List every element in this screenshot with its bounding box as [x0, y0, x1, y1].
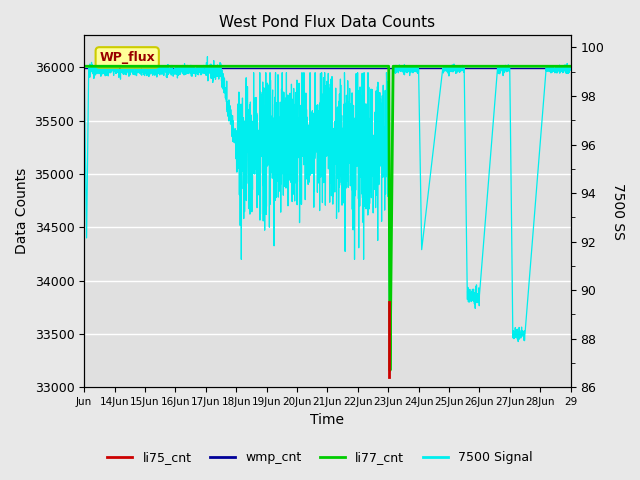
Text: WP_flux: WP_flux — [99, 51, 155, 64]
Title: West Pond Flux Data Counts: West Pond Flux Data Counts — [220, 15, 435, 30]
Y-axis label: 7500 SS: 7500 SS — [611, 183, 625, 240]
X-axis label: Time: Time — [310, 413, 344, 427]
Legend: li75_cnt, wmp_cnt, li77_cnt, 7500 Signal: li75_cnt, wmp_cnt, li77_cnt, 7500 Signal — [102, 446, 538, 469]
Y-axis label: Data Counts: Data Counts — [15, 168, 29, 254]
